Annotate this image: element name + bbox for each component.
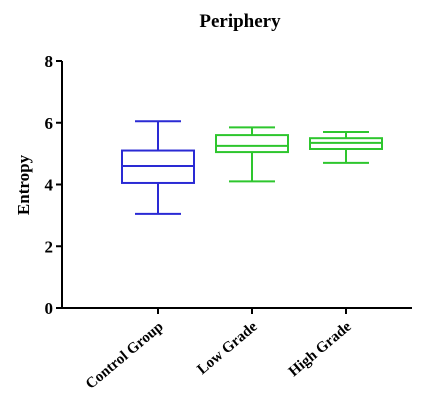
box-low-grade <box>215 126 289 183</box>
box-control-group <box>121 120 195 215</box>
iqr-box <box>215 134 289 154</box>
axes: 0 2 4 6 8 Control Group Low Grade High Grade <box>45 52 412 393</box>
chart-title: Periphery <box>199 11 281 32</box>
y-tick-label: 8 <box>45 52 54 71</box>
y-tick-label: 0 <box>45 299 54 318</box>
x-tick-label: Low Grade <box>194 319 260 378</box>
boxes-group <box>121 120 383 215</box>
x-tick-label: High Grade <box>286 319 355 380</box>
y-tick-label: 6 <box>45 114 54 133</box>
y-axis-label: Entropy <box>14 154 33 215</box>
y-tick-label: 2 <box>45 237 54 256</box>
box-high-grade <box>309 131 383 164</box>
y-tick-label: 4 <box>45 176 54 195</box>
x-tick-label: Control Group <box>83 319 167 393</box>
